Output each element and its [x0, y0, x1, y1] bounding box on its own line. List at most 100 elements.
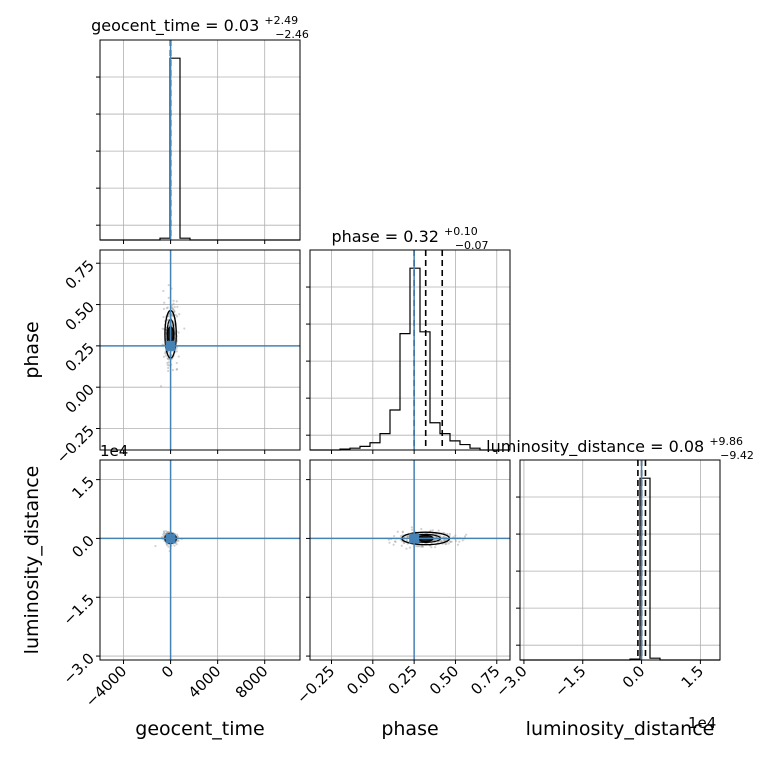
ytick-label-phase-0: −0.25 — [53, 422, 98, 467]
sample-geocent_time-phase-196 — [166, 306, 169, 309]
ytick-label-phase-4: 0.75 — [62, 257, 98, 293]
sample-geocent_time-phase-119 — [170, 324, 174, 327]
sample-phase-luminosity_distance-42 — [418, 545, 421, 548]
sample-phase-luminosity_distance-11 — [414, 544, 418, 548]
frame-geocent_time-phase — [99, 249, 301, 451]
xlabel-geocent_time: geocent_time — [135, 718, 264, 740]
sample-geocent_time-phase-63 — [173, 310, 176, 313]
sample-geocent_time-phase-86 — [162, 355, 166, 358]
sample-phase-luminosity_distance-194 — [454, 534, 457, 537]
sample-geocent_time-phase-255 — [170, 314, 174, 317]
sample-geocent_time-luminosity_distance-163 — [176, 535, 179, 538]
xtick-label-phase-0: −0.25 — [293, 662, 338, 707]
sample-geocent_time-phase-96 — [175, 350, 178, 353]
sample-geocent_time-luminosity_distance-51 — [176, 535, 179, 538]
sample-geocent_time-phase-78 — [170, 313, 174, 316]
sample-phase-luminosity_distance-66 — [435, 536, 438, 539]
sample-phase-luminosity_distance-127 — [406, 535, 409, 538]
xlabel-phase: phase — [381, 718, 438, 740]
sample-geocent_time-phase-98 — [177, 355, 180, 358]
truth-marker-phase-luminosity_distance — [409, 533, 420, 544]
title-geocent_time-label: geocent_time = 0.03 — [91, 16, 259, 36]
sample-phase-luminosity_distance-61 — [437, 529, 440, 532]
sample-geocent_time-phase-79 — [178, 313, 181, 316]
sample-phase-luminosity_distance-46 — [393, 534, 396, 538]
sample-geocent_time-phase-214 — [166, 361, 169, 365]
sample-geocent_time-phase-55 — [166, 357, 169, 360]
offset-y-luminosity_distance: 1e4 — [100, 442, 128, 460]
ylabel-phase: phase — [21, 321, 43, 378]
sample-geocent_time-phase-128 — [166, 318, 169, 322]
title-geocent_time-upper: +2.49 — [264, 14, 298, 27]
sample-geocent_time-luminosity_distance-80 — [166, 531, 170, 534]
sample-geocent_time-luminosity_distance-91 — [175, 543, 178, 546]
sample-phase-luminosity_distance-200 — [461, 539, 464, 542]
title-luminosity_distance: luminosity_distance = 0.08 +9.86 −9.42 — [486, 430, 754, 462]
sample-geocent_time-phase-254 — [167, 324, 171, 328]
sample-geocent_time-phase-0 — [183, 327, 186, 330]
sample-phase-luminosity_distance-44 — [449, 540, 452, 543]
sample-geocent_time-phase-93 — [171, 304, 174, 307]
sample-phase-luminosity_distance-47 — [402, 542, 406, 545]
hist-geocent_time — [100, 57, 300, 241]
sample-geocent_time-luminosity_distance-3 — [154, 544, 157, 548]
ytick-label-luminosity_distance-0: −3.0 — [60, 649, 98, 687]
sample-phase-luminosity_distance-188 — [392, 543, 395, 546]
xtick-label-phase-2: 0.25 — [385, 662, 421, 698]
xtick-label-luminosity_distance-1: −1.5 — [551, 662, 589, 700]
xtick-label-geocent_time-2: 4000 — [185, 662, 225, 702]
sample-geocent_time-phase-130 — [164, 352, 167, 355]
ytick-label-phase-1: 0.00 — [62, 380, 98, 416]
sample-phase-luminosity_distance-12 — [442, 539, 446, 542]
sample-phase-luminosity_distance-97 — [394, 540, 397, 543]
title-geocent_time-lower: −2.46 — [275, 28, 309, 41]
sample-phase-luminosity_distance-217 — [447, 542, 450, 545]
sample-geocent_time-phase-138 — [166, 357, 169, 360]
sample-phase-luminosity_distance-244 — [448, 532, 451, 536]
ytick-label-luminosity_distance-3: 1.5 — [68, 473, 98, 503]
sample-geocent_time-phase-52 — [171, 308, 174, 311]
frame-hist-geocent_time — [99, 39, 301, 241]
sample-geocent_time-luminosity_distance-119 — [163, 532, 166, 535]
xtick-label-phase-3: 0.50 — [426, 662, 462, 698]
title-phase-label: phase = 0.32 — [331, 227, 438, 246]
sample-phase-luminosity_distance-86 — [399, 535, 403, 538]
sample-geocent_time-phase-239 — [172, 309, 176, 312]
ylabel-luminosity_distance: luminosity_distance — [21, 466, 43, 655]
frame-hist-phase — [309, 249, 511, 451]
sample-phase-luminosity_distance-101 — [410, 526, 413, 529]
sample-phase-luminosity_distance-149 — [420, 527, 423, 531]
ytick-label-phase-2: 0.25 — [62, 339, 98, 375]
sample-phase-luminosity_distance-0 — [435, 533, 439, 536]
sample-phase-luminosity_distance-161 — [454, 539, 458, 543]
sample-geocent_time-phase-187 — [167, 369, 170, 373]
sample-geocent_time-luminosity_distance-14 — [162, 531, 166, 534]
sample-phase-luminosity_distance-187 — [406, 535, 409, 538]
sample-phase-luminosity_distance-9 — [442, 535, 446, 538]
sample-geocent_time-phase-21 — [162, 307, 166, 310]
sample-geocent_time-luminosity_distance-249 — [177, 539, 180, 542]
sample-phase-luminosity_distance-237 — [445, 542, 448, 546]
sample-phase-luminosity_distance-79 — [465, 533, 468, 536]
sample-geocent_time-phase-256 — [167, 366, 170, 370]
sample-geocent_time-luminosity_distance-22 — [167, 545, 170, 548]
title-phase: phase = 0.32 +0.10 −0.07 — [331, 220, 488, 252]
sample-phase-luminosity_distance-173 — [420, 545, 423, 548]
sample-geocent_time-luminosity_distance-212 — [175, 533, 179, 536]
offset-x-luminosity_distance: 1e4 — [688, 714, 716, 732]
sample-phase-luminosity_distance-22 — [456, 543, 460, 546]
sample-phase-luminosity_distance-82 — [443, 539, 446, 542]
sample-geocent_time-phase-112 — [168, 315, 171, 318]
sample-geocent_time-phase-215 — [163, 301, 166, 304]
sample-phase-luminosity_distance-252 — [429, 529, 432, 532]
sample-geocent_time-phase-62 — [167, 283, 170, 287]
sample-geocent_time-phase-176 — [175, 368, 178, 371]
sample-geocent_time-phase-29 — [162, 289, 165, 293]
sample-phase-luminosity_distance-192 — [388, 541, 391, 544]
xtick-label-luminosity_distance-0: −3.0 — [492, 662, 530, 700]
title-luminosity_distance-upper: +9.86 — [709, 435, 743, 448]
sample-phase-luminosity_distance-213 — [396, 530, 399, 533]
sample-phase-luminosity_distance-150 — [410, 528, 414, 531]
sample-phase-luminosity_distance-115 — [400, 544, 403, 547]
hist-luminosity_distance — [520, 477, 720, 661]
